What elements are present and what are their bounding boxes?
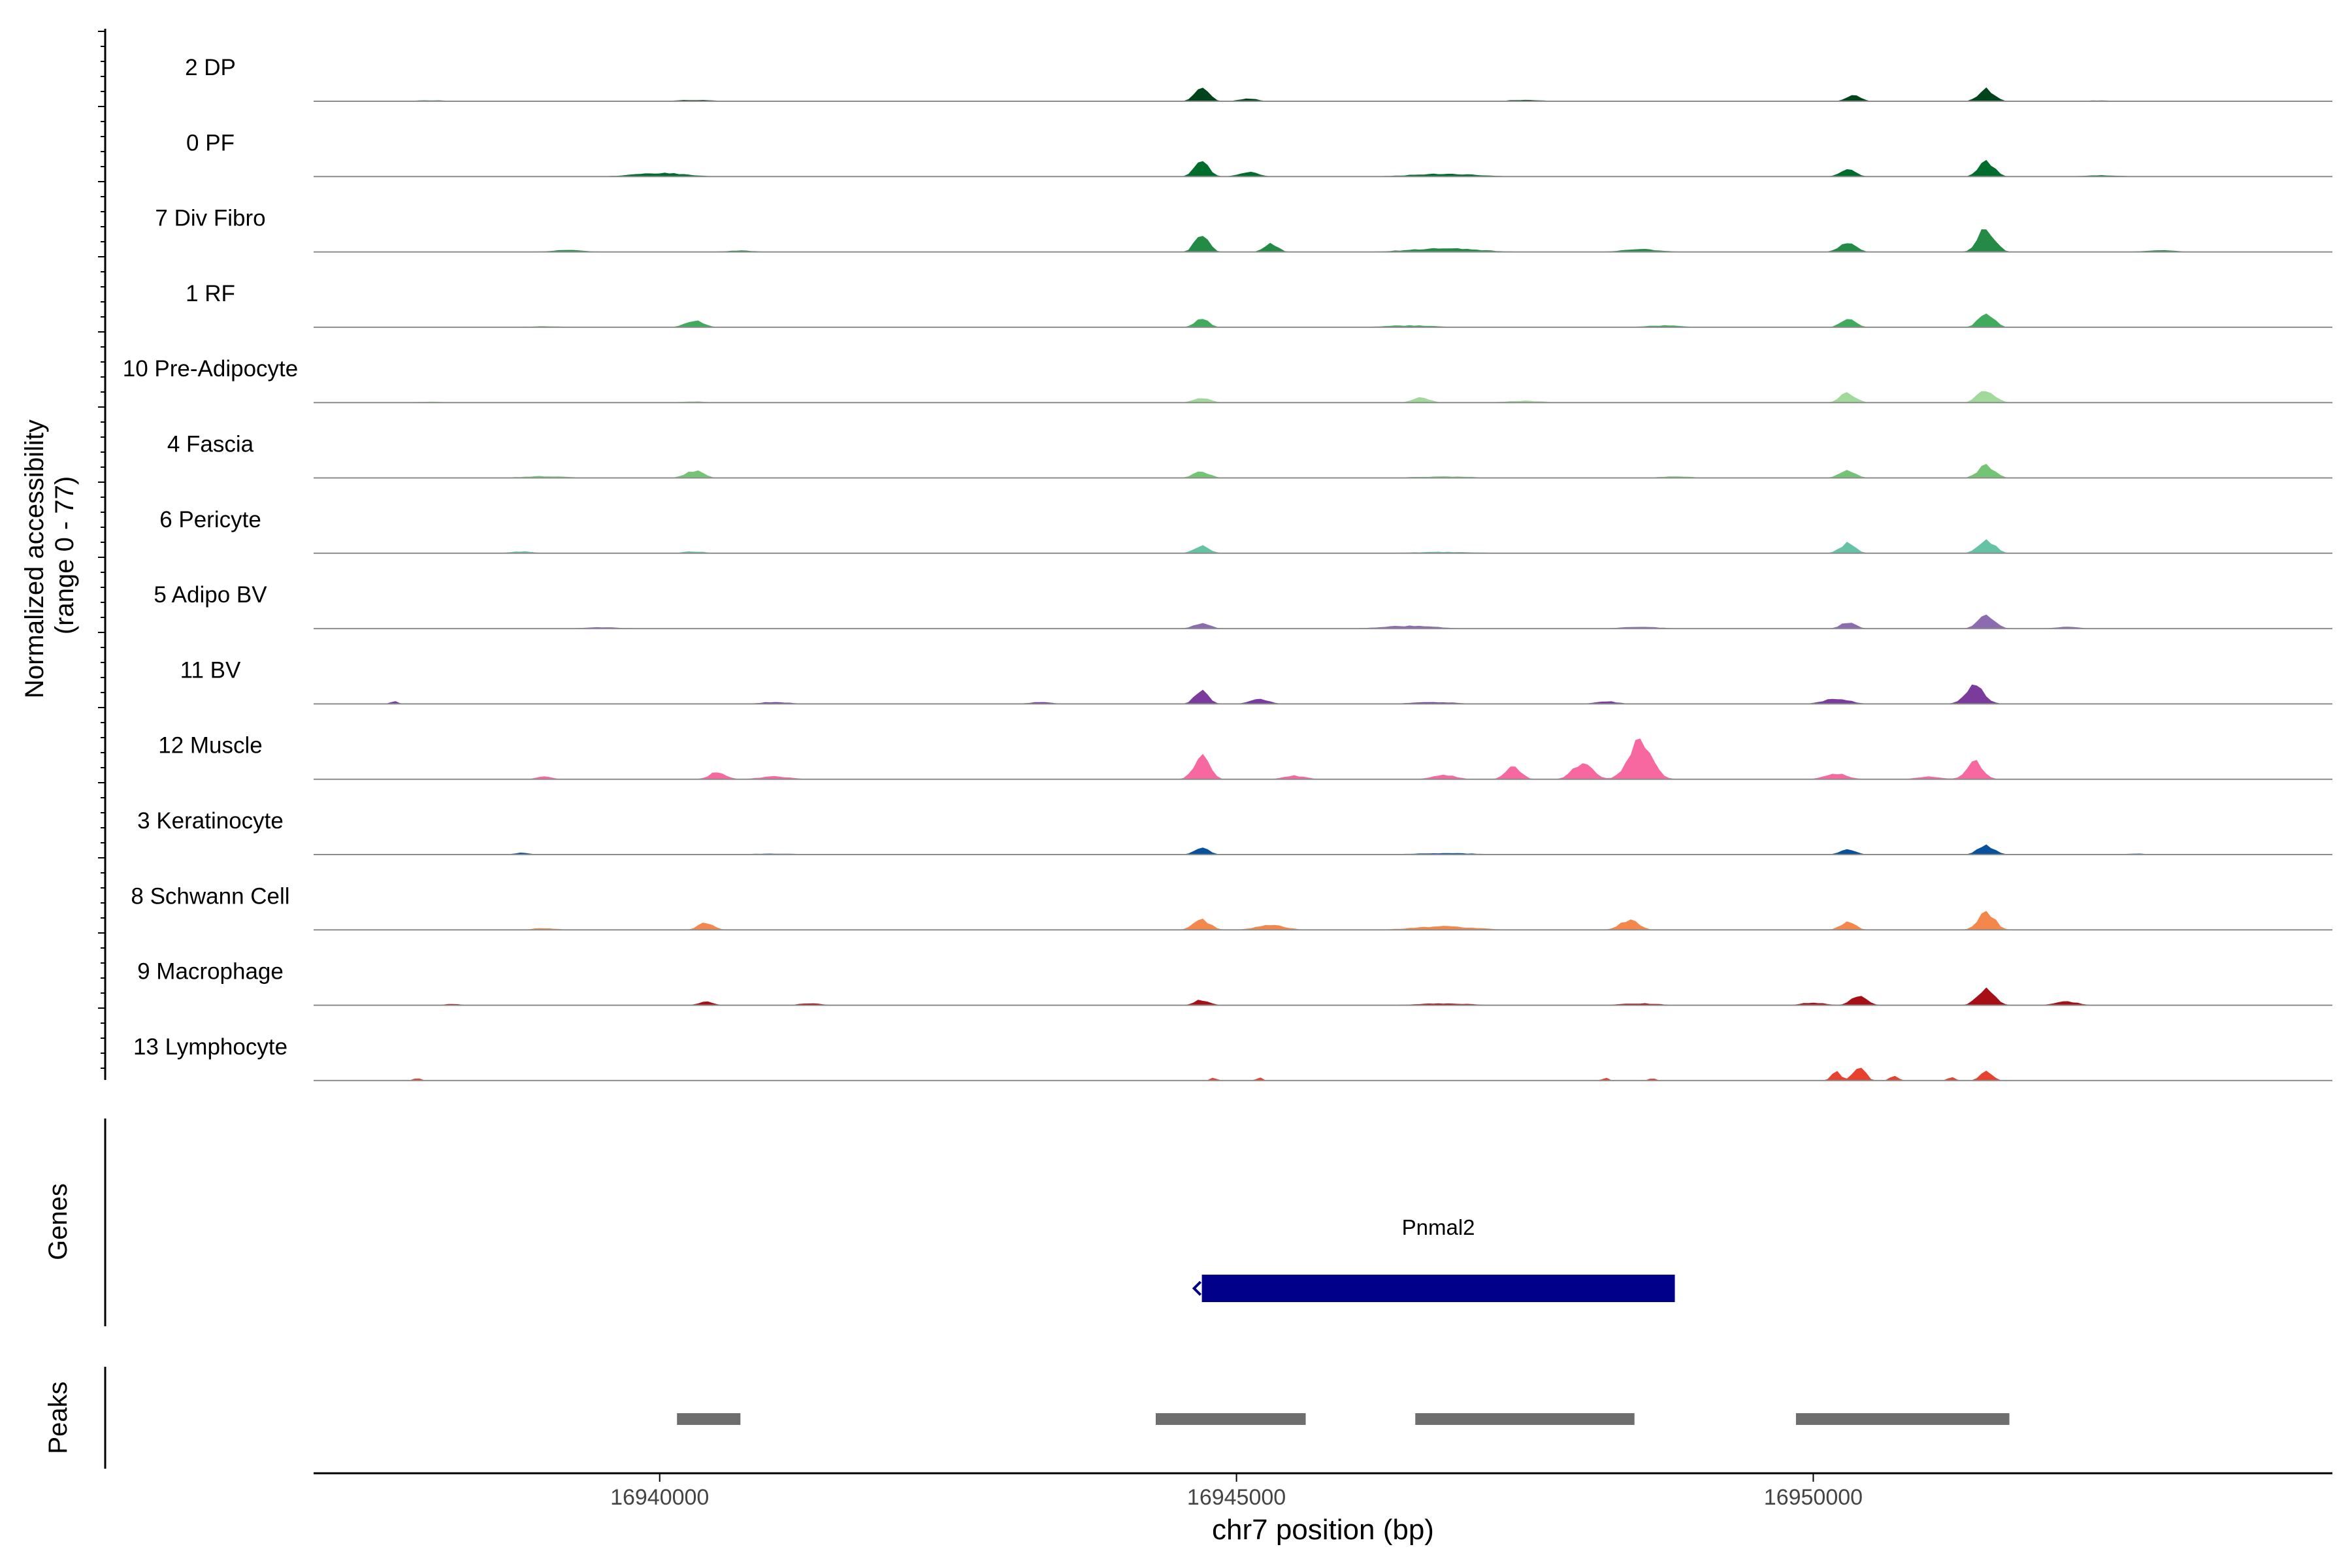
track-label: 6 Pericyte xyxy=(159,507,261,532)
peaks-panel-label: Peaks xyxy=(44,1381,73,1454)
track-area xyxy=(314,159,2332,177)
track-area xyxy=(314,614,2332,629)
track-5: 10 Pre-Adipocyte xyxy=(123,356,2332,404)
track-label: 10 Pre-Adipocyte xyxy=(123,356,298,382)
x-tick-label: 16945000 xyxy=(1187,1485,1286,1510)
track-11: 3 Keratinocyte xyxy=(137,808,2332,855)
track-area xyxy=(314,1068,2332,1081)
track-area xyxy=(314,738,2332,779)
track-6: 4 Fascia xyxy=(167,432,2332,479)
track-area xyxy=(314,391,2332,403)
x-axis-label: chr7 position (bp) xyxy=(1212,1514,1434,1546)
track-12: 8 Schwann Cell xyxy=(131,883,2332,931)
gene-Pnmal2: Pnmal2 xyxy=(1192,1215,1675,1302)
gene-label: Pnmal2 xyxy=(1402,1215,1475,1239)
track-label: 11 BV xyxy=(180,657,241,683)
coverage-tracks: 2 DP 0 PF 7 Div Fibro 1 RF 10 Pre-Adipocyte 4… xyxy=(123,55,2332,1081)
track-area xyxy=(314,684,2332,704)
y-axis-label-line2: (range 0 - 77) xyxy=(50,476,79,634)
peak-bar xyxy=(1415,1413,1635,1425)
track-label: 5 Adipo BV xyxy=(154,582,267,608)
track-13: 9 Macrophage xyxy=(137,959,2332,1006)
track-9: 11 BV xyxy=(180,657,2332,705)
y-axis-label-line1: Normalized accessibility xyxy=(20,419,49,698)
track-2: 0 PF xyxy=(186,130,2332,178)
track-area xyxy=(314,987,2332,1005)
track-area xyxy=(314,844,2332,855)
track-1: 2 DP xyxy=(185,55,2332,102)
track-label: 9 Macrophage xyxy=(137,959,284,985)
track-label: 13 Lymphocyte xyxy=(133,1034,287,1060)
strand-arrow xyxy=(1192,1281,1202,1296)
track-3: 7 Div Fibro xyxy=(155,206,2332,253)
track-label: 12 Muscle xyxy=(158,733,263,759)
peak-bar xyxy=(1795,1413,2010,1425)
track-label: 0 PF xyxy=(186,130,235,155)
track-area xyxy=(314,464,2332,478)
track-label: 1 RF xyxy=(186,281,235,306)
peak-bar xyxy=(1155,1413,1306,1425)
track-label: 2 DP xyxy=(185,55,236,80)
x-axis-ticks: 16940000 16945000 16950000 xyxy=(610,1473,1863,1510)
track-7: 6 Pericyte xyxy=(159,507,2332,554)
peak-bar xyxy=(677,1413,741,1425)
genes-panel: Genes Pnmal2 xyxy=(44,1119,1675,1326)
gene-body xyxy=(1201,1275,1675,1302)
track-area xyxy=(314,539,2332,553)
y-axis-label: Normalized accessibility (range 0 - 77) xyxy=(20,412,79,698)
track-area xyxy=(314,911,2332,930)
track-area xyxy=(314,229,2332,252)
track-label: 7 Div Fibro xyxy=(155,206,265,231)
y-axis-ticks xyxy=(98,31,105,1069)
track-10: 12 Muscle xyxy=(158,733,2332,780)
track-area xyxy=(314,313,2332,327)
track-area xyxy=(314,87,2332,101)
track-label: 8 Schwann Cell xyxy=(131,883,289,909)
track-8: 5 Adipo BV xyxy=(154,582,2332,630)
peaks-panel: Peaks xyxy=(44,1367,2010,1469)
track-4: 1 RF xyxy=(186,281,2332,328)
genes-panel-label: Genes xyxy=(44,1183,73,1260)
x-tick-label: 16940000 xyxy=(610,1485,709,1510)
peak-regions xyxy=(677,1413,2010,1425)
gene-annotations: Pnmal2 xyxy=(1192,1215,1675,1302)
track-14: 13 Lymphocyte xyxy=(133,1034,2332,1081)
track-label: 3 Keratinocyte xyxy=(137,808,284,834)
x-tick-label: 16950000 xyxy=(1764,1485,1863,1510)
track-label: 4 Fascia xyxy=(167,432,254,457)
